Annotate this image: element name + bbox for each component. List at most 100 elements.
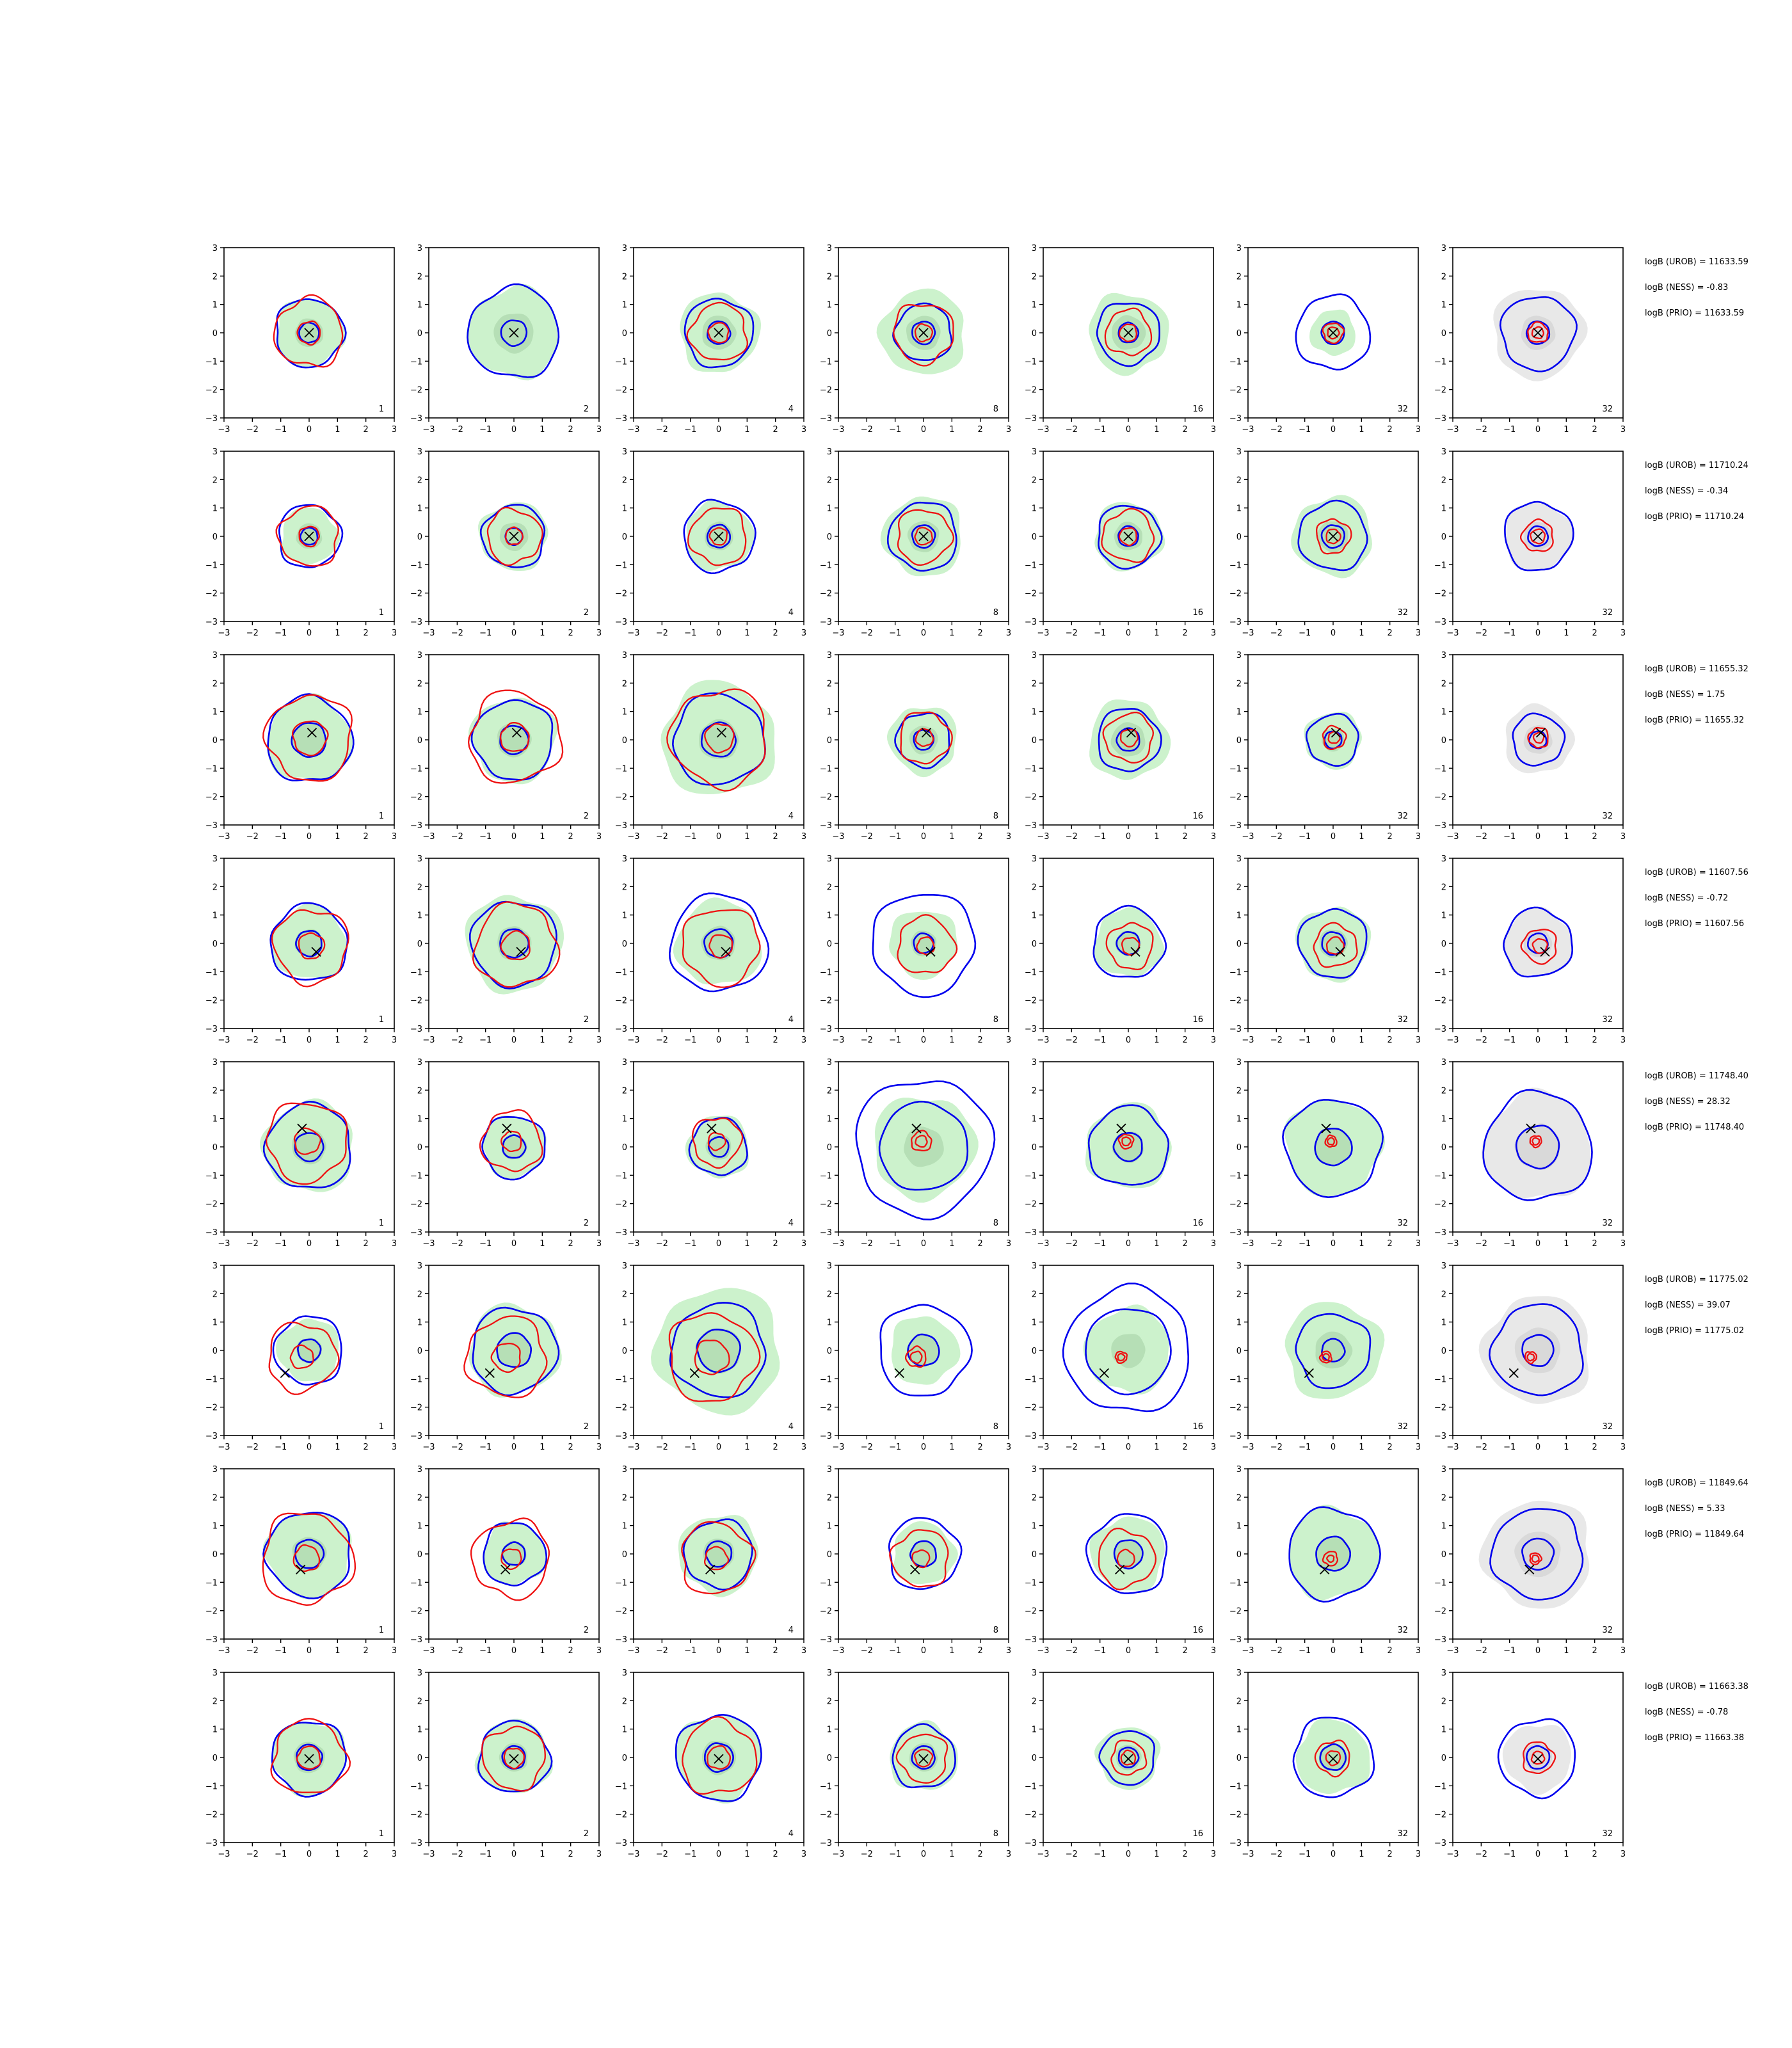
x-tick-label: 2: [773, 1443, 778, 1452]
y-tick-label: 0: [1236, 1754, 1242, 1763]
y-tick-label: −2: [1229, 1811, 1242, 1820]
x-tick-label: 3: [1416, 425, 1421, 435]
y-tick-label: 0: [1032, 329, 1037, 339]
red-contour-inner: [1532, 1137, 1540, 1146]
x-tick-label: −2: [246, 1036, 259, 1045]
y-tick-label: 3: [1032, 1058, 1037, 1068]
x-tick-label: 1: [1154, 425, 1159, 435]
y-tick-label: 1: [1441, 1522, 1446, 1532]
x-tick-label: −1: [684, 1239, 696, 1249]
y-tick-label: −1: [820, 1782, 832, 1791]
panel-r6-c4: −3−3 −2 −2 −1 −1 0 0 1 1 2 2 3 3 8: [820, 1261, 1011, 1452]
y-tick-label: 0: [212, 329, 218, 339]
x-tick-label: 3: [1620, 628, 1626, 638]
column-label: 32: [1602, 608, 1613, 618]
x-tick-label: 0: [511, 425, 516, 435]
x-tick-label: 2: [1388, 1036, 1393, 1045]
column-label: 1: [379, 1829, 384, 1839]
y-tick-label: −2: [1229, 996, 1242, 1006]
y-tick-label: 2: [212, 1086, 218, 1096]
y-tick-label: −3: [1025, 1839, 1037, 1848]
x-tick-label: −2: [656, 425, 668, 435]
panel-r6-c2: −3−3 −2 −2 −1 −1 0 0 1 1 2 2 3 3 2: [410, 1261, 602, 1452]
x-tick-label: −1: [684, 628, 696, 638]
y-tick-label: −3: [615, 1228, 627, 1238]
truth-marker: [484, 1368, 495, 1379]
y-tick-label: 0: [417, 329, 422, 339]
y-tick-label: 2: [1441, 883, 1446, 892]
stat-label-r6: logB (NESS) = 39.07: [1645, 1300, 1731, 1310]
y-tick-label: −1: [205, 561, 218, 570]
x-tick-label: 2: [1592, 1443, 1597, 1452]
y-tick-label: 1: [1032, 708, 1037, 717]
y-tick-label: 0: [1032, 1550, 1037, 1560]
x-tick-label: 2: [1388, 425, 1393, 435]
x-tick-label: 3: [1211, 1646, 1216, 1656]
column-label: 4: [788, 608, 794, 618]
x-tick-label: −1: [1299, 832, 1311, 842]
y-tick-label: 0: [212, 736, 218, 746]
red-contour-outer: [271, 909, 349, 988]
stat-label-r3: logB (UROB) = 11655.32: [1645, 664, 1748, 674]
x-tick-label: −1: [1503, 1239, 1516, 1249]
blue-contour-inner: [1515, 1124, 1560, 1170]
y-tick-label: −2: [1434, 1200, 1446, 1210]
panel-r4-c3: −3−3 −2 −2 −1 −1 0 0 1 1 2 2 3 3 4: [615, 854, 806, 1045]
x-tick-label: 1: [335, 1239, 340, 1249]
truth-marker: [1099, 1368, 1109, 1379]
y-tick-label: −2: [615, 1607, 627, 1617]
x-tick-label: −1: [479, 628, 492, 638]
red-contour-inner: [1530, 1750, 1546, 1765]
y-tick-label: −1: [1229, 1171, 1242, 1181]
y-tick-label: 2: [622, 883, 627, 892]
y-tick-label: −3: [205, 618, 218, 627]
x-tick-label: −1: [684, 1646, 696, 1656]
x-tick-label: 1: [1359, 1239, 1364, 1249]
x-tick-label: −1: [1094, 1443, 1106, 1452]
x-tick-label: −3: [422, 832, 435, 842]
x-tick-label: 1: [744, 1850, 749, 1859]
x-tick-label: 1: [1154, 1646, 1159, 1656]
x-tick-label: 0: [1535, 1036, 1540, 1045]
y-tick-label: −3: [1025, 1432, 1037, 1441]
blue-contour-inner: [298, 321, 320, 344]
y-tick-label: −3: [820, 1839, 832, 1848]
x-tick-label: 3: [801, 1646, 806, 1656]
blue-contour-inner: [878, 1101, 969, 1191]
truth-marker: [304, 531, 314, 541]
x-tick-label: −3: [218, 1646, 230, 1656]
y-tick-label: −2: [205, 1811, 218, 1820]
panel-r1-c6: −3−3 −2 −2 −1 −1 0 0 1 1 2 2 3 3 32: [1229, 244, 1421, 435]
red-contour-outer: [666, 688, 766, 792]
y-tick-label: 2: [827, 1493, 832, 1503]
x-tick-label: 0: [1535, 1239, 1540, 1249]
red-contour-outer: [268, 1321, 340, 1395]
y-tick-label: 3: [622, 1058, 627, 1068]
y-tick-label: 1: [1236, 1725, 1242, 1735]
y-tick-label: 1: [622, 708, 627, 717]
blue-contour-inner: [1319, 1743, 1347, 1771]
x-tick-label: 3: [1416, 1646, 1421, 1656]
y-tick-label: 1: [1236, 1115, 1242, 1124]
y-tick-label: 1: [1032, 1115, 1037, 1124]
y-tick-label: −1: [410, 561, 422, 570]
red-contour-outer: [1529, 1552, 1543, 1565]
x-tick-label: 2: [978, 1646, 983, 1656]
truth-marker: [714, 1754, 724, 1764]
y-tick-label: 3: [1441, 1668, 1446, 1678]
y-tick-label: −2: [205, 1404, 218, 1413]
x-tick-label: 3: [392, 832, 397, 842]
y-tick-label: −2: [820, 793, 832, 803]
y-tick-label: 3: [212, 1668, 218, 1678]
stat-label-r5: logB (NESS) = 28.32: [1645, 1097, 1731, 1107]
x-tick-label: −2: [656, 832, 668, 842]
blue-contour-outer: [267, 693, 355, 781]
y-tick-label: 3: [827, 447, 832, 457]
x-tick-label: 1: [949, 1239, 954, 1249]
y-tick-label: 3: [212, 651, 218, 660]
red-contour-outer: [686, 301, 748, 361]
y-tick-label: 0: [417, 532, 422, 542]
truth-marker: [1321, 1123, 1331, 1133]
y-tick-label: −1: [1434, 1782, 1446, 1791]
